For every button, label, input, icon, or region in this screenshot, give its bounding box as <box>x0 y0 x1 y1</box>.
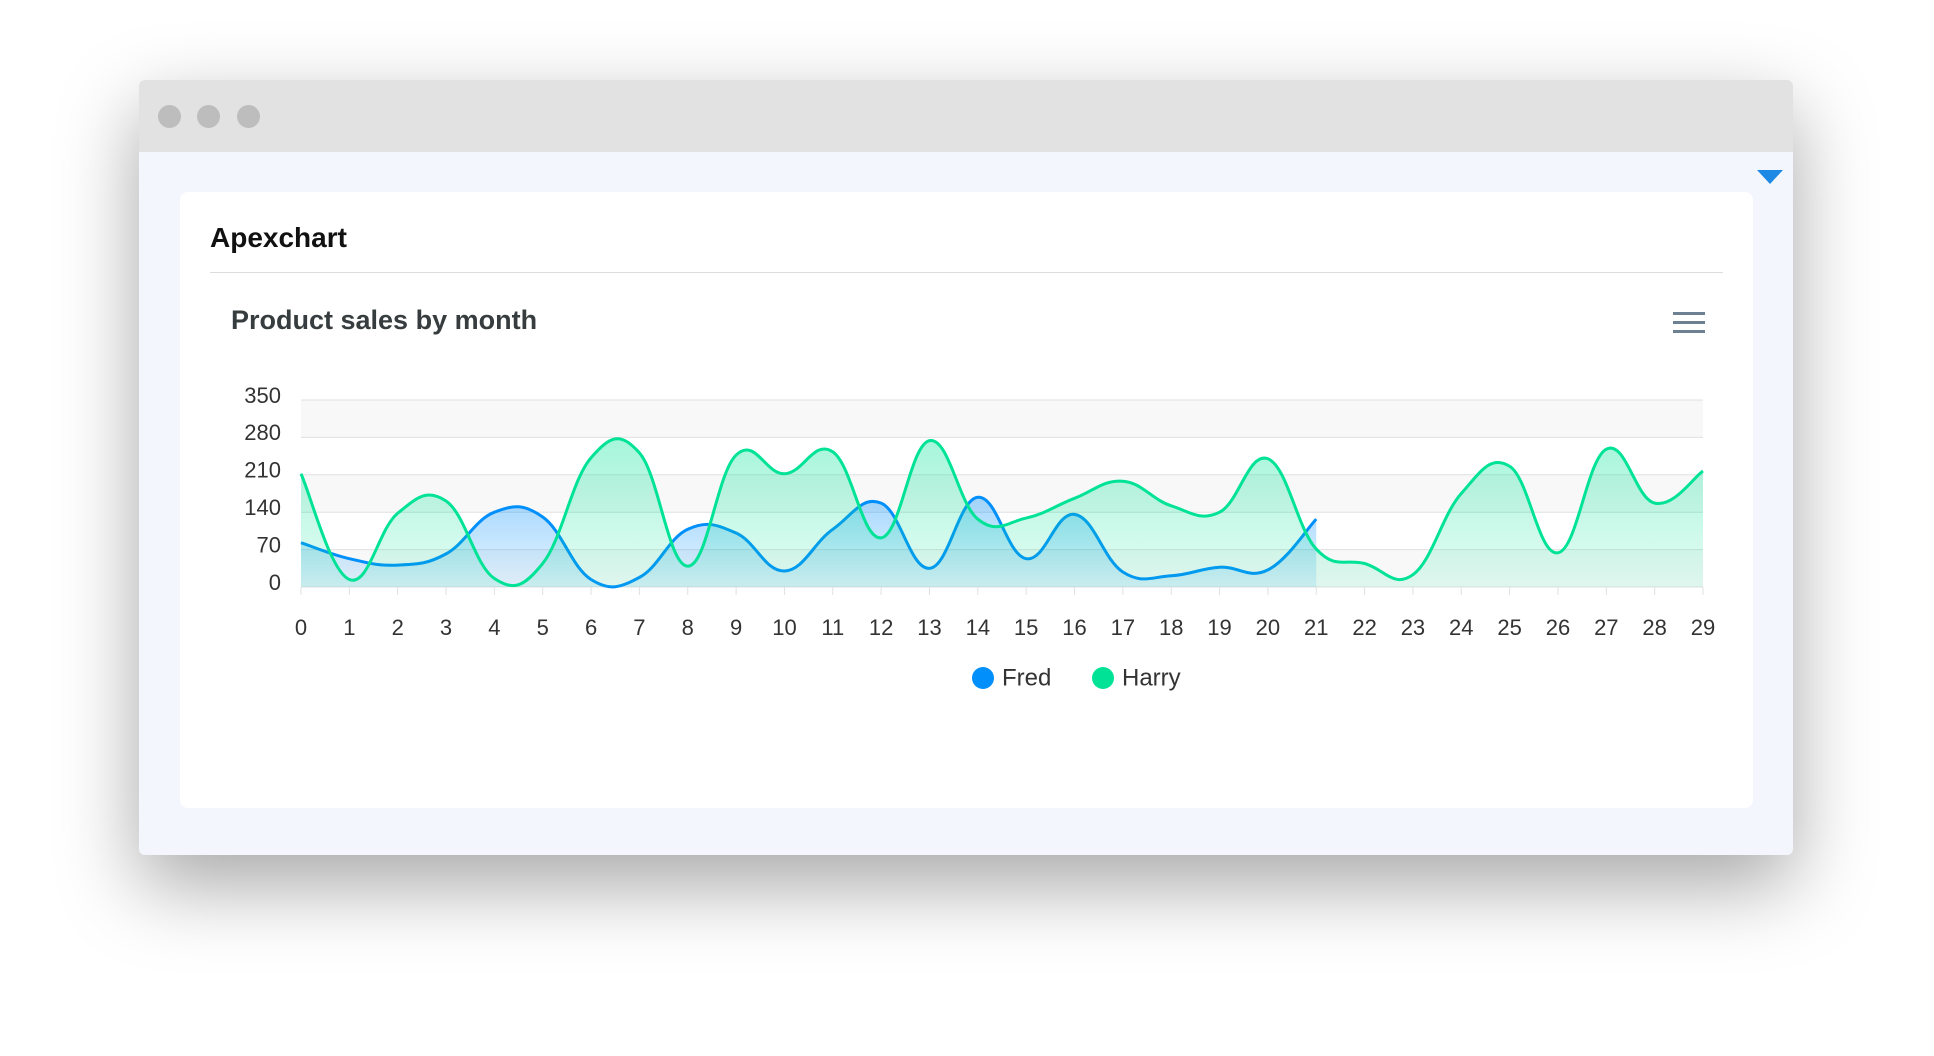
x-tick-label: 15 <box>1014 615 1038 640</box>
x-tick-label: 1 <box>343 615 355 640</box>
window-button[interactable] <box>237 105 260 128</box>
x-tick-label: 22 <box>1352 615 1376 640</box>
chart-title: Product sales by month <box>231 305 537 335</box>
x-tick-label: 5 <box>537 615 549 640</box>
x-tick-label: 23 <box>1401 615 1425 640</box>
x-tick-label: 0 <box>295 615 307 640</box>
x-tick-label: 27 <box>1594 615 1618 640</box>
grid-band <box>301 400 1703 438</box>
x-tick-label: 10 <box>772 615 796 640</box>
separator <box>210 272 1723 273</box>
y-tick-label: 350 <box>244 383 281 408</box>
legend-marker <box>1092 667 1114 689</box>
legend-marker <box>972 667 994 689</box>
title-bar <box>139 80 1793 152</box>
legend-label: Harry <box>1122 664 1181 691</box>
x-tick-label: 19 <box>1207 615 1231 640</box>
legend: Fred Harry <box>972 664 1181 691</box>
legend-label: Fred <box>1002 664 1051 691</box>
card-title: Apexchart <box>210 222 347 253</box>
x-tick-label: 24 <box>1449 615 1473 640</box>
x-tick-label: 13 <box>917 615 941 640</box>
x-tick-label: 11 <box>821 615 844 640</box>
x-tick-label: 12 <box>869 615 893 640</box>
x-tick-label: 28 <box>1642 615 1666 640</box>
x-tick-label: 14 <box>966 615 990 640</box>
x-tick-label: 20 <box>1256 615 1280 640</box>
y-tick-label: 280 <box>244 420 281 445</box>
x-tick-label: 7 <box>633 615 645 640</box>
y-tick-label: 70 <box>257 532 281 557</box>
x-tick-label: 3 <box>440 615 452 640</box>
x-tick-label: 2 <box>392 615 404 640</box>
x-tick-label: 6 <box>585 615 597 640</box>
x-tick-label: 9 <box>730 615 742 640</box>
x-tick-label: 8 <box>682 615 694 640</box>
area <box>301 438 1703 587</box>
window-button[interactable] <box>158 105 181 128</box>
x-tick-label: 25 <box>1497 615 1521 640</box>
x-tick-label: 16 <box>1062 615 1086 640</box>
window-button[interactable] <box>197 105 220 128</box>
y-tick-label: 210 <box>244 458 281 483</box>
x-tick-label: 26 <box>1546 615 1570 640</box>
y-tick-label: 140 <box>244 495 281 520</box>
x-tick-label: 21 <box>1304 615 1328 640</box>
x-tick-label: 17 <box>1111 615 1135 640</box>
dropdown-arrow[interactable] <box>1755 168 1785 188</box>
x-tick-label: 29 <box>1691 615 1715 640</box>
x-tick-label: 18 <box>1159 615 1183 640</box>
line <box>299 437 1704 587</box>
menu-icon[interactable] <box>1673 312 1705 333</box>
y-tick-label: 0 <box>269 570 281 595</box>
x-tick-label: 4 <box>488 615 500 640</box>
